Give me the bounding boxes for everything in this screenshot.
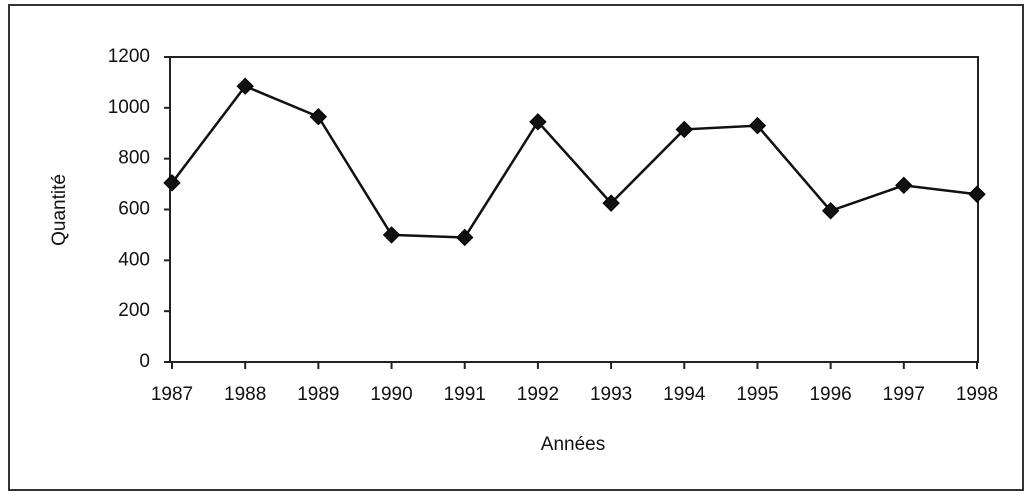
x-tick-label: 1987	[151, 384, 193, 405]
data-point	[675, 120, 693, 139]
data-point	[382, 226, 401, 244]
data-point	[163, 174, 181, 192]
plot-area	[169, 56, 979, 363]
data-point	[236, 77, 254, 95]
x-tick-label: 1991	[444, 384, 486, 405]
x-tick-label: 1989	[297, 384, 339, 405]
x-tick-label: 1992	[517, 384, 559, 405]
y-tick-label: 600	[118, 199, 150, 220]
y-tick-label: 800	[118, 148, 150, 169]
data-point	[309, 108, 328, 126]
data-line	[171, 84, 978, 239]
y-axis-label: Quantité	[49, 174, 70, 246]
y-tick-label: 1000	[108, 97, 150, 118]
data-point	[895, 176, 913, 195]
data-point	[602, 194, 620, 212]
y-tick-label: 1200	[108, 46, 150, 67]
x-tick-label: 1996	[809, 384, 851, 405]
data-point	[821, 202, 840, 220]
chart-frame	[8, 4, 1024, 491]
y-tick-label: 400	[118, 249, 150, 270]
y-tick-label: 0	[139, 351, 150, 372]
data-point	[968, 185, 986, 203]
data-point	[456, 228, 474, 247]
x-tick-label: 1990	[370, 384, 412, 405]
y-tick-label: 200	[118, 300, 150, 321]
data-point	[748, 116, 767, 135]
x-tick-label: 1995	[736, 384, 778, 405]
x-tick-label: 1997	[883, 384, 925, 405]
x-tick-label: 1993	[590, 384, 632, 405]
data-point	[529, 113, 547, 131]
x-tick-label: 1994	[663, 384, 706, 405]
x-tick-label: 1988	[224, 384, 266, 405]
x-axis-label: Années	[541, 434, 605, 455]
x-tick-label: 1998	[956, 384, 998, 405]
